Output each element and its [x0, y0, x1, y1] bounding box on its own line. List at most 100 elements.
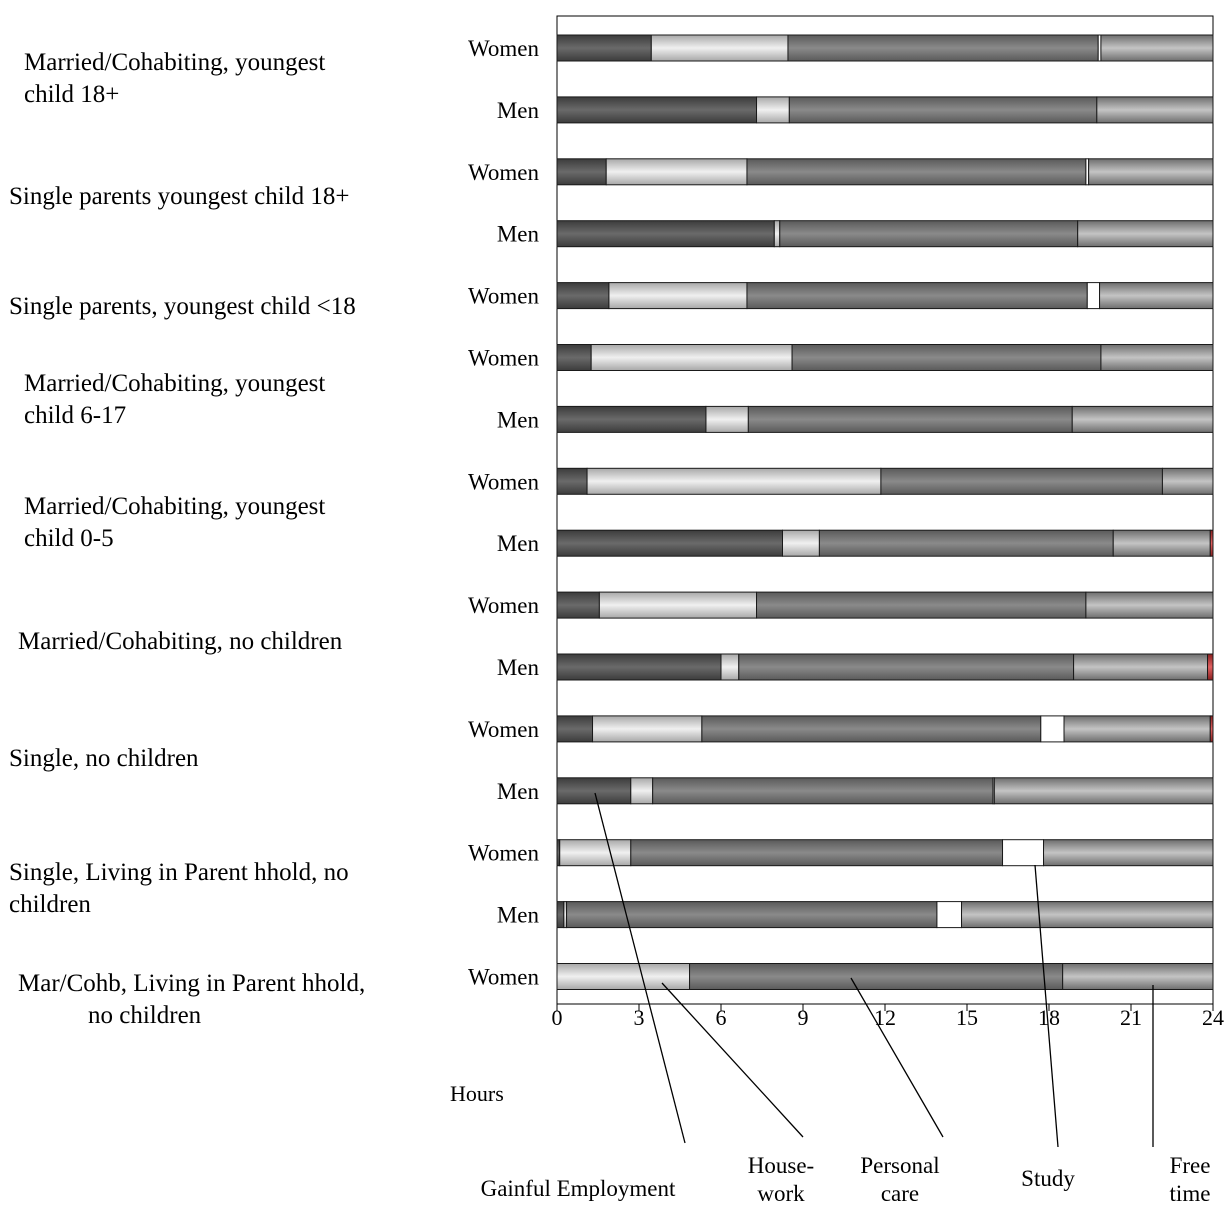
bar-segment-personal-care: [738, 653, 1075, 681]
bar-label: Women: [468, 841, 539, 866]
bar-segment-other: [1209, 529, 1214, 557]
bar-segment-free-time: [993, 777, 1214, 805]
bar-segment-personal-care: [779, 220, 1079, 248]
legend-label: Study: [1021, 1166, 1075, 1191]
group-label: Mar/Cohb, Living in Parent hhold,: [18, 970, 365, 997]
bar-label: Men: [497, 531, 540, 556]
group-label: child 0-5: [24, 525, 114, 552]
bar-segment-free-time: [1100, 344, 1214, 371]
group-label: no children: [88, 1002, 202, 1029]
bar-segment-employment: [556, 405, 707, 433]
bar-row: [556, 777, 1214, 805]
bar-segment-personal-care: [818, 529, 1114, 557]
bar-segment-personal-care: [791, 344, 1102, 371]
bar-label: Women: [468, 593, 539, 618]
bar-segment-free-time: [1062, 963, 1214, 990]
x-tick-label: 15: [956, 1005, 978, 1030]
bar-label: Men: [497, 903, 540, 928]
legend-label: Free: [1170, 1153, 1211, 1178]
legend-leader-line: [594, 792, 686, 1144]
x-tick-label: 24: [1202, 1005, 1224, 1030]
x-tick-label: 3: [634, 1005, 645, 1030]
bar-segment-free-time: [1099, 282, 1214, 310]
bar-segment-housework: [773, 220, 781, 248]
group-label: Single parents, youngest child <18: [9, 293, 356, 320]
bar-segment-study: [936, 901, 963, 929]
group-label: Married/Cohabiting, youngest: [24, 493, 325, 520]
x-axis-ticks: 0 3 6 9 12 15 18 21 24: [552, 1004, 1224, 1030]
bar-segment-housework: [605, 158, 748, 186]
legend-label: care: [881, 1181, 919, 1206]
group-label: children: [9, 891, 91, 918]
bar-segment-employment: [556, 220, 775, 248]
bar-row: [556, 220, 1214, 248]
bar-row: [556, 34, 1214, 62]
group-label: Single, no children: [9, 745, 199, 772]
bar-segment-housework: [559, 839, 632, 867]
bar-row: [556, 282, 1214, 310]
group-label: Married/Cohabiting, youngest: [24, 370, 325, 397]
bar-segment-housework: [720, 653, 740, 681]
bar-segment-housework: [608, 282, 748, 310]
bar-label: Women: [468, 469, 539, 494]
bar-segment-housework: [586, 467, 882, 495]
group-label: Married/Cohabiting, youngest: [24, 49, 325, 76]
legend-leader-line: [1034, 864, 1059, 1148]
bar-row: [556, 591, 1214, 619]
bar-segment-employment: [556, 282, 610, 310]
bar-segment-employment: [556, 715, 594, 743]
bar-segment-personal-care: [652, 777, 994, 805]
bar-segment-free-time: [1063, 715, 1211, 743]
group-label: Single, Living in Parent hhold, no: [9, 859, 349, 886]
bar-segment-study: [1002, 839, 1045, 867]
bar-segment-housework: [556, 963, 691, 990]
bar-segment-free-time: [1073, 653, 1209, 681]
bar-segment-employment: [556, 96, 758, 124]
bar-row: [556, 839, 1214, 867]
bar-segment-personal-care: [630, 839, 1004, 867]
x-tick-label: 21: [1120, 1005, 1142, 1030]
bar-segment-free-time: [1085, 591, 1214, 619]
bar-segment-employment: [556, 901, 565, 929]
bar-segment-study: [1086, 282, 1101, 310]
group-label: child 6-17: [24, 402, 126, 429]
bar-row: [556, 405, 1214, 433]
group-label: Single parents youngest child 18+: [9, 183, 349, 210]
x-tick-label: 0: [552, 1005, 563, 1030]
bar-row: [556, 467, 1214, 495]
bar-label: Women: [468, 160, 539, 185]
legend-label: House-: [748, 1153, 814, 1178]
bar-row: [556, 715, 1214, 743]
bar-segment-housework: [756, 96, 790, 124]
bar-row: [556, 653, 1214, 681]
bar-segment-housework: [630, 777, 654, 805]
bar-row: [556, 529, 1214, 557]
bar-segment-free-time: [1077, 220, 1214, 248]
bar-segment-free-time: [1100, 34, 1214, 62]
bars-layer: [556, 34, 1214, 990]
bar-label: Women: [468, 717, 539, 742]
bar-segment-employment: [556, 529, 783, 557]
bar-segment-housework: [592, 715, 703, 743]
bar-segment-personal-care: [747, 405, 1073, 433]
bar-label: Women: [468, 36, 539, 61]
bar-segment-free-time: [1112, 529, 1211, 557]
group-labels: Married/Cohabiting, youngest child 18+ Sin…: [9, 49, 365, 1029]
x-tick-label: 6: [716, 1005, 727, 1030]
bar-segment-personal-care: [701, 715, 1042, 743]
bar-segment-employment: [556, 653, 722, 681]
bar-segment-free-time: [1088, 158, 1214, 186]
legend-leader-line: [850, 977, 944, 1138]
bar-segment-employment: [556, 344, 592, 371]
bar-segment-free-time: [1071, 405, 1214, 433]
bar-segment-personal-care: [880, 467, 1163, 495]
bar-label: Men: [497, 222, 540, 247]
legend-label: work: [757, 1181, 805, 1206]
bar-segment-other: [1209, 715, 1214, 743]
bar-segment-personal-care: [746, 282, 1088, 310]
bar-segment-free-time: [1096, 96, 1214, 124]
group-label: child 18+: [24, 81, 119, 108]
bar-segment-housework: [650, 34, 789, 62]
bar-segment-free-time: [1043, 839, 1214, 867]
